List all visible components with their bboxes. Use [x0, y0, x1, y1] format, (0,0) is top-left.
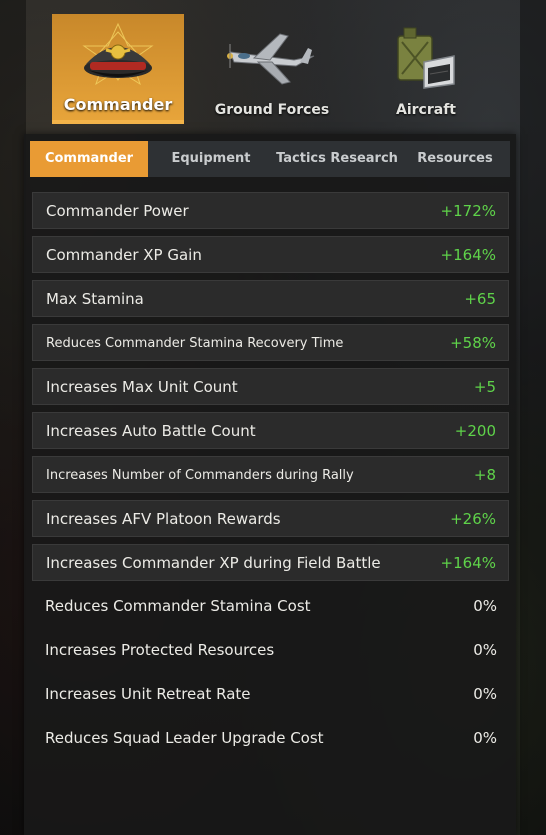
background-shade-right — [520, 0, 546, 835]
stat-row-field-battle-xp: Increases Commander XP during Field Batt… — [32, 544, 509, 581]
fighter-plane-icon — [224, 22, 320, 94]
stat-row-max-unit-count: Increases Max Unit Count +5 — [32, 368, 509, 405]
stat-value: +26% — [450, 510, 496, 528]
stat-value: +172% — [440, 202, 496, 220]
stat-row-max-stamina: Max Stamina +65 — [32, 280, 509, 317]
stat-name: Increases Number of Commanders during Ra… — [46, 468, 354, 483]
sub-tab-commander[interactable]: Commander — [30, 141, 148, 177]
stat-row-rally-commanders: Increases Number of Commanders during Ra… — [32, 456, 509, 493]
stat-name: Commander Power — [46, 202, 189, 220]
fuel-canister-icon — [390, 22, 462, 96]
tab-commander-label: Commander — [63, 95, 173, 114]
stat-value: 0% — [473, 597, 497, 615]
officer-cap-icon — [76, 22, 160, 98]
stat-name: Increases Auto Battle Count — [46, 422, 256, 440]
stat-name: Increases Unit Retreat Rate — [45, 685, 251, 703]
stat-value: +8 — [473, 466, 496, 484]
stat-name: Max Stamina — [46, 290, 144, 308]
stat-name: Reduces Commander Stamina Recovery Time — [46, 336, 344, 351]
stat-row-protected-resources: Increases Protected Resources 0% — [32, 632, 509, 669]
stat-value: +200 — [454, 422, 496, 440]
stat-name: Increases Commander XP during Field Batt… — [46, 554, 381, 572]
stat-row-stamina-cost: Reduces Commander Stamina Cost 0% — [32, 588, 509, 625]
stat-value: +164% — [440, 246, 496, 264]
stat-value: 0% — [473, 685, 497, 703]
tab-ground-forces[interactable]: Ground Forces — [206, 14, 338, 124]
stat-row-auto-battle-count: Increases Auto Battle Count +200 — [32, 412, 509, 449]
stat-value: +58% — [450, 334, 496, 352]
stats-list: Commander Power +172% Commander XP Gain … — [32, 192, 509, 764]
stat-name: Commander XP Gain — [46, 246, 202, 264]
stat-row-afv-platoon-rewards: Increases AFV Platoon Rewards +26% — [32, 500, 509, 537]
sub-tab-equipment[interactable]: Equipment — [171, 151, 251, 166]
category-tabs: Commander Ground Forces — [0, 14, 546, 126]
stat-name: Increases AFV Platoon Rewards — [46, 510, 281, 528]
stat-name: Increases Max Unit Count — [46, 378, 238, 396]
stat-value: 0% — [473, 641, 497, 659]
stat-name: Reduces Commander Stamina Cost — [45, 597, 311, 615]
sub-tab-bar: Commander Equipment Tactics Research Res… — [30, 141, 510, 177]
tab-aircraft[interactable]: Aircraft — [360, 14, 492, 124]
stat-value: +5 — [473, 378, 496, 396]
stat-value: 0% — [473, 729, 497, 747]
sub-tab-tactics-research[interactable]: Tactics Research — [276, 151, 398, 166]
stat-row-squad-leader-upgrade-cost: Reduces Squad Leader Upgrade Cost 0% — [32, 720, 509, 757]
stat-row-commander-power: Commander Power +172% — [32, 192, 509, 229]
tab-commander[interactable]: Commander — [52, 14, 184, 124]
stat-name: Increases Protected Resources — [45, 641, 275, 659]
sub-tab-resources[interactable]: Resources — [417, 151, 493, 166]
stat-row-unit-retreat-rate: Increases Unit Retreat Rate 0% — [32, 676, 509, 713]
stat-row-stamina-recovery-time: Reduces Commander Stamina Recovery Time … — [32, 324, 509, 361]
tab-ground-forces-label: Ground Forces — [214, 102, 330, 118]
stat-value: +164% — [440, 554, 496, 572]
stat-value: +65 — [464, 290, 496, 308]
tab-aircraft-label: Aircraft — [396, 102, 456, 118]
background-shade-left — [0, 0, 26, 835]
stats-panel: Commander Equipment Tactics Research Res… — [24, 134, 516, 835]
stat-row-commander-xp-gain: Commander XP Gain +164% — [32, 236, 509, 273]
stat-name: Reduces Squad Leader Upgrade Cost — [45, 729, 324, 747]
